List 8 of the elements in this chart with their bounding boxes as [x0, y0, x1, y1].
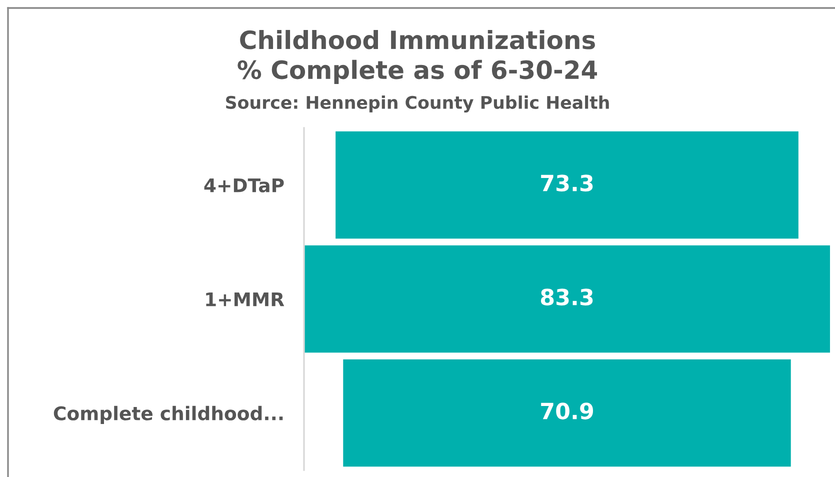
category-label: 1+MMR: [206, 292, 284, 306]
data-label: 70.9: [541, 402, 593, 420]
source-note: Source: Hennepin County Public Health: [226, 96, 609, 112]
data-label: 73.3: [541, 174, 593, 192]
text: Childhood Immunizations % Complete as of 6-30-24: [238, 30, 597, 84]
category-label: Complete childhood...: [54, 406, 283, 424]
category-label: 4+DTaP: [204, 178, 284, 192]
data-label: 83.3: [540, 288, 593, 306]
